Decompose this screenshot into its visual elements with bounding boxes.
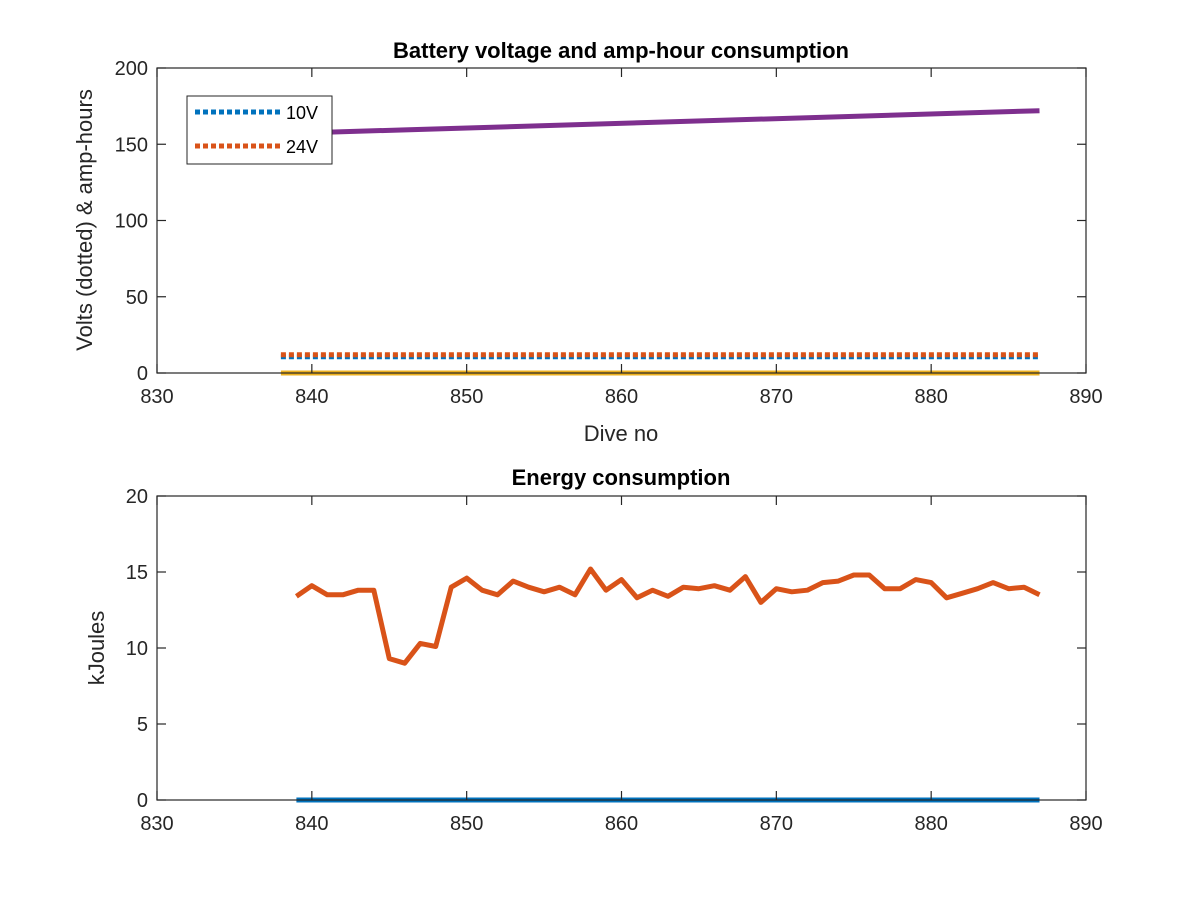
series-line-2 bbox=[280, 108, 1040, 137]
x-tick-label: 880 bbox=[914, 386, 947, 408]
x-tick-label: 830 bbox=[140, 386, 173, 408]
voltage-chart: Battery voltage and amp-hour consumption… bbox=[72, 38, 1103, 446]
x-tick-label: 880 bbox=[914, 813, 947, 835]
x-tick-label: 870 bbox=[760, 813, 793, 835]
plot-lines bbox=[280, 108, 1040, 376]
y-tick-label: 5 bbox=[137, 714, 148, 736]
y-axis-label: Volts (dotted) & amp-hours bbox=[72, 89, 97, 351]
legend: 10V 24V bbox=[186, 95, 333, 165]
chart-title: Energy consumption bbox=[512, 465, 731, 490]
y-tick-label: 200 bbox=[115, 58, 148, 80]
chart-title: Battery voltage and amp-hour consumption bbox=[393, 38, 849, 63]
legend-label-24v: 24V bbox=[286, 137, 318, 157]
tick-marks bbox=[156, 67, 1087, 374]
x-tick-label: 850 bbox=[450, 386, 483, 408]
x-tick-label: 860 bbox=[605, 813, 638, 835]
y-tick-label: 0 bbox=[137, 363, 148, 385]
y-tick-label: 100 bbox=[115, 211, 148, 233]
x-tick-label: 870 bbox=[760, 386, 793, 408]
x-tick-label: 850 bbox=[450, 813, 483, 835]
x-tick-label: 840 bbox=[295, 386, 328, 408]
y-tick-labels: 0 50 100 150 200 bbox=[115, 58, 148, 385]
x-tick-labels: 830 840 850 860 870 880 890 bbox=[140, 386, 1102, 408]
plot-lines bbox=[294, 566, 1041, 803]
x-tick-label: 890 bbox=[1069, 386, 1102, 408]
x-axis-label: Dive no bbox=[584, 421, 659, 446]
x-tick-labels: 830 840 850 860 870 880 890 bbox=[140, 813, 1102, 835]
series-line-0 bbox=[294, 566, 1041, 666]
x-tick-label: 890 bbox=[1069, 813, 1102, 835]
x-tick-label: 830 bbox=[140, 813, 173, 835]
y-tick-label: 15 bbox=[126, 562, 148, 584]
axes-box bbox=[156, 495, 1087, 801]
legend-box bbox=[186, 95, 333, 165]
y-tick-label: 10 bbox=[126, 638, 148, 660]
x-tick-label: 860 bbox=[605, 386, 638, 408]
tick-marks bbox=[156, 495, 1087, 801]
y-tick-label: 50 bbox=[126, 287, 148, 309]
y-axis-label: kJoules bbox=[84, 611, 109, 686]
legend-label-10v: 10V bbox=[286, 103, 318, 123]
energy-chart: Energy consumption 830 840 850 860 870 880 890… bbox=[84, 465, 1103, 835]
y-tick-label: 0 bbox=[137, 790, 148, 812]
y-tick-label: 150 bbox=[115, 134, 148, 156]
y-tick-label: 20 bbox=[126, 486, 148, 508]
y-tick-labels: 0 5 10 15 20 bbox=[126, 486, 148, 812]
x-tick-label: 840 bbox=[295, 813, 328, 835]
